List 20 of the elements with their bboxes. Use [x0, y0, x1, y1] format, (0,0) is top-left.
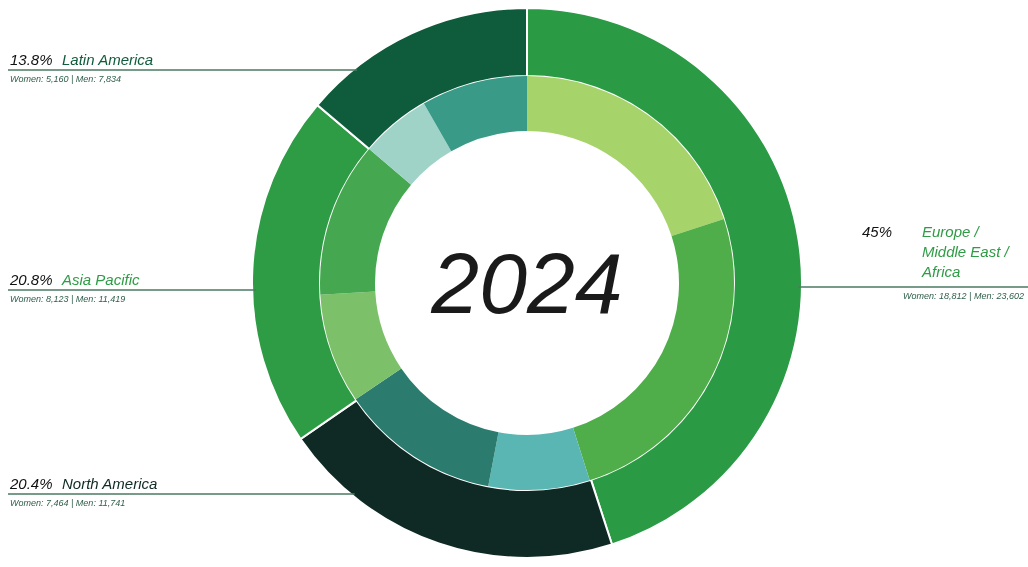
- donut-slice: [369, 103, 452, 185]
- slice-label: North America: [62, 475, 158, 492]
- slice-label: Asia Pacific: [61, 271, 141, 288]
- donut-slice: [527, 76, 724, 237]
- donut-slice: [355, 368, 499, 487]
- text: Women: 8,123 | Men: 11,419: [10, 294, 126, 304]
- donut-slice: [423, 76, 527, 152]
- data-label: 20.4%: [9, 475, 53, 492]
- donut-slice: [320, 291, 402, 400]
- text: 2024: [430, 235, 623, 331]
- text: Women: 5,160 | Men: 7,834: [10, 74, 121, 84]
- data-label: 20.8%: [9, 271, 53, 288]
- donut-slice: [320, 149, 412, 295]
- slice-label: Europe / Middle East / Africa: [921, 223, 1011, 280]
- donut-slice: [488, 427, 590, 490]
- text: Women: 7,464 | Men: 11,741: [10, 498, 126, 508]
- text: Women: 18,812 | Men: 23,602: [903, 291, 1024, 301]
- slice-label: Latin America: [62, 51, 154, 68]
- data-label: 45%: [862, 223, 893, 240]
- data-label: 13.8%: [10, 51, 53, 68]
